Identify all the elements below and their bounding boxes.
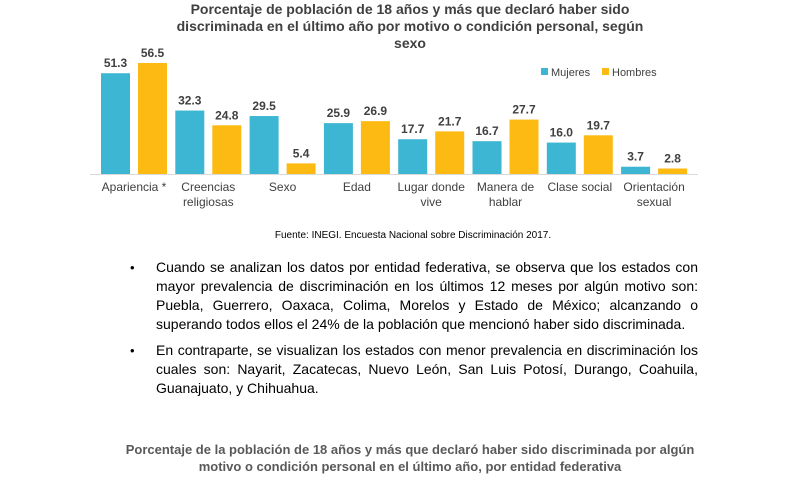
- bar-hombres: [510, 120, 539, 174]
- data-label: 29.5: [252, 99, 276, 113]
- data-label: 17.7: [401, 122, 425, 136]
- bar-mujeres: [398, 139, 427, 174]
- data-label: 27.7: [512, 103, 536, 117]
- bar-hombres: [212, 125, 241, 174]
- data-label: 24.8: [215, 108, 239, 122]
- data-label: 19.7: [587, 118, 611, 132]
- data-label: 25.9: [327, 106, 351, 120]
- bullet-item: • Cuando se analizan los datos por entid…: [130, 258, 698, 334]
- category-label: Clase social: [547, 180, 612, 194]
- data-label: 32.3: [178, 94, 202, 108]
- bar-mujeres: [250, 116, 279, 174]
- data-label: 5.4: [293, 146, 310, 160]
- bar-mujeres: [101, 73, 130, 174]
- data-label: 56.5: [141, 46, 165, 60]
- category-label: Sexo: [269, 180, 297, 194]
- category-label: sexual: [637, 195, 672, 209]
- section-title: Porcentaje de la población de 18 años y …: [110, 441, 710, 475]
- category-label: religiosas: [183, 195, 234, 209]
- bar-hombres: [584, 135, 613, 174]
- data-label: 21.7: [438, 114, 462, 128]
- bullet-text: Cuando se analizan los datos por entidad…: [156, 259, 698, 332]
- legend-label: Mujeres: [551, 67, 591, 79]
- bar-hombres: [435, 131, 464, 174]
- category-label: Manera de: [477, 180, 535, 194]
- category-label: Edad: [343, 180, 371, 194]
- bullet-item: • En contraparte, se visualizan los esta…: [130, 341, 698, 398]
- bar-hombres: [361, 121, 390, 174]
- bar-mujeres: [324, 123, 353, 174]
- bullet-marker: •: [130, 341, 135, 360]
- category-label: Apariencia *: [102, 180, 167, 194]
- data-label: 16.7: [475, 124, 499, 138]
- bar-hombres: [658, 168, 687, 174]
- bar-mujeres: [175, 111, 204, 174]
- legend-swatch: [602, 68, 609, 75]
- bar-mujeres: [473, 141, 502, 174]
- category-label: Orientación: [623, 180, 684, 194]
- data-label: 51.3: [104, 56, 128, 70]
- category-label: Lugar donde: [397, 180, 465, 194]
- bullet-list: • Cuando se analizan los datos por entid…: [130, 258, 698, 405]
- bar-hombres: [287, 163, 316, 174]
- bar-mujeres: [547, 143, 576, 174]
- bar-hombres: [138, 63, 167, 174]
- category-label: hablar: [489, 195, 522, 209]
- data-label: 2.8: [664, 151, 681, 165]
- bullet-text: En contraparte, se visualizan los estado…: [156, 342, 698, 396]
- data-label: 3.7: [627, 150, 644, 164]
- category-label: Creencias: [181, 180, 235, 194]
- data-label: 26.9: [364, 104, 388, 118]
- bar-mujeres: [621, 167, 650, 174]
- bar-chart: 51.3 56.5 Apariencia * 32.3 24.8 Creenciasrel…: [0, 0, 811, 230]
- bullet-marker: •: [130, 258, 135, 277]
- legend-swatch: [541, 68, 548, 75]
- legend-label: Hombres: [612, 67, 657, 79]
- data-label: 16.0: [550, 126, 574, 140]
- source-note: Fuente: INEGI. Encuesta Nacional sobre D…: [248, 230, 578, 241]
- category-label: vive: [421, 195, 443, 209]
